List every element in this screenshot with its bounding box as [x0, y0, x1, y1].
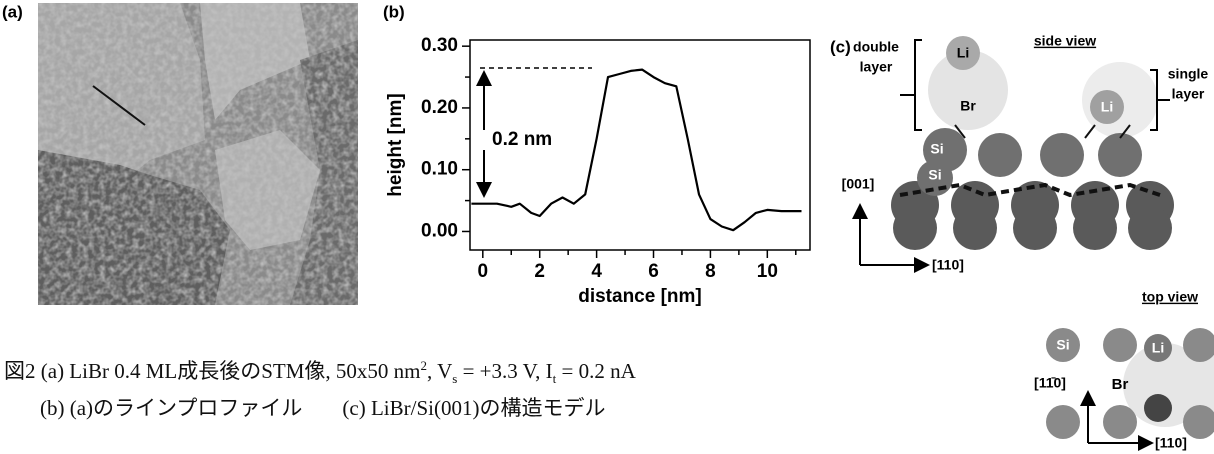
- caption-text: 2: [420, 358, 427, 373]
- side-view-atoms: [891, 36, 1174, 250]
- atom-si: [953, 206, 997, 250]
- bond-line: [899, 182, 1161, 198]
- y-tick-label: 0.30: [421, 35, 458, 56]
- atom-li: [1144, 394, 1172, 422]
- atom-label: Li: [1101, 99, 1113, 115]
- caption-line: (b) (a)のラインプロファイル (c) LiBr/Si(001)の構造モデル: [40, 392, 605, 422]
- panel-label: (b): [383, 2, 405, 21]
- caption-text: s: [452, 371, 458, 387]
- atom-si: [1098, 133, 1142, 177]
- atom-si: [1046, 328, 1080, 362]
- atom-br: [1188, 346, 1214, 424]
- atom-li: [1090, 90, 1124, 124]
- top-view-atoms: [1046, 328, 1214, 439]
- structure-model: (c): [830, 33, 1214, 451]
- label: single: [1168, 66, 1209, 82]
- atom-si: [1046, 405, 1080, 439]
- atom-label: Si: [930, 141, 943, 157]
- axis-label: [110]: [932, 257, 964, 273]
- bond: [1084, 124, 1096, 139]
- profile-line: [92, 85, 146, 126]
- x-tick-label: 6: [648, 261, 659, 282]
- atom-si: [1103, 328, 1137, 362]
- stm-image: [38, 3, 358, 305]
- x-tick-label: 10: [757, 261, 778, 282]
- x-tick-label: 4: [591, 261, 602, 282]
- y-tick-label: 0.20: [421, 97, 458, 118]
- atom-br: [1123, 343, 1207, 427]
- profile-line: [471, 68, 802, 232]
- plot-frame: [469, 39, 811, 251]
- atom-si: [1183, 328, 1214, 362]
- atom-label: Br: [960, 98, 976, 114]
- annotation: 0.2 nm: [492, 129, 552, 150]
- label: top view: [1142, 289, 1198, 305]
- atom-si: [1103, 405, 1137, 439]
- caption-text: t: [552, 371, 557, 387]
- atom-si: [893, 206, 937, 250]
- caption-text: = 0.2 nA: [556, 359, 636, 383]
- label: side view: [1034, 33, 1096, 49]
- y-tick-label: 0.10: [421, 159, 458, 180]
- atom-li: [1144, 334, 1172, 362]
- caption-text: , V: [426, 359, 453, 383]
- caption-text: (b) (a)のラインプロファイル: [40, 396, 303, 420]
- atom-si: [1013, 206, 1057, 250]
- axis-label: [110]: [1155, 435, 1187, 451]
- atom-label: Si: [928, 167, 941, 183]
- caption-text: = +3.3 V, I: [457, 359, 553, 383]
- atom-label: Li: [957, 45, 969, 61]
- atom-br: [928, 50, 1008, 130]
- bond: [954, 124, 966, 139]
- y-tick-label: 0.00: [421, 220, 458, 241]
- atom-label: Si: [1056, 337, 1069, 353]
- y-axis-title: height [nm]: [385, 93, 406, 196]
- atom-si: [1040, 133, 1084, 177]
- bracket: [914, 39, 922, 131]
- label: double: [853, 39, 899, 55]
- atom-label: Li: [1152, 340, 1164, 356]
- axis-label: [11̄0]: [1034, 375, 1066, 391]
- x-tick-label: 0: [478, 261, 489, 282]
- caption-line: 図2 (a) LiBr 0.4 ML成長後のSTM像, 50x50 nm2, V…: [4, 355, 636, 387]
- chart: 0.00 0.10 0.20 0.30 0 2 4 6 8 10 distance [nm] heig…: [385, 35, 811, 307]
- label: layer: [860, 59, 893, 75]
- caption-text: (c) LiBr/Si(001)の構造モデル: [342, 396, 606, 420]
- panel-label: (c): [830, 37, 851, 56]
- label: layer: [1172, 86, 1205, 102]
- panel-label: (a): [2, 2, 23, 21]
- atom-si: [1128, 206, 1172, 250]
- atom-si: [1073, 206, 1117, 250]
- x-tick-label: 2: [534, 261, 545, 282]
- atom-si: [978, 133, 1022, 177]
- atom-label: Br: [1112, 376, 1129, 393]
- stm-texture: [38, 3, 358, 305]
- bond: [1119, 124, 1131, 139]
- atom-si: [1183, 405, 1214, 439]
- x-tick-label: 8: [705, 261, 716, 282]
- atom-li: [946, 36, 980, 70]
- x-axis-title: distance [nm]: [578, 286, 702, 307]
- caption-text: 図2 (a) LiBr 0.4 ML成長後のSTM像, 50x50 nm: [4, 359, 421, 383]
- axis-label: [001]: [842, 176, 875, 192]
